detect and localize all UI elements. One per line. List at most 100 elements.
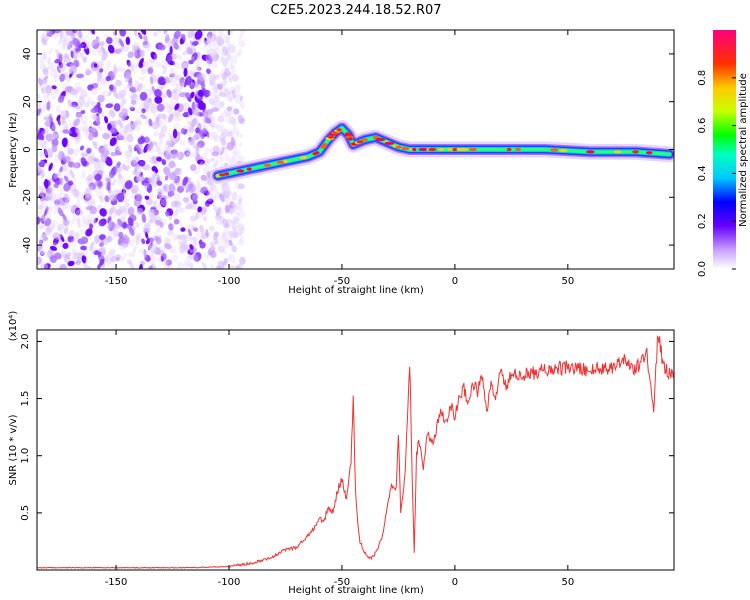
noise-blob [53,205,60,215]
noise-blob [160,125,168,133]
noise-blob [168,113,174,123]
noise-blob [230,221,237,231]
noise-blob [57,95,65,103]
ridge-hotspot [320,145,326,149]
noise-blob [126,127,134,135]
noise-blob [62,137,68,148]
noise-blob [197,72,203,80]
noise-blob [197,206,203,213]
noise-blob [91,40,96,46]
noise-blob [117,219,124,228]
noise-blob [164,33,170,44]
noise-blob [109,127,118,135]
noise-blob [81,170,87,176]
noise-blob [164,238,170,243]
y-tick-label: 1.5 [20,391,31,407]
noise-blob [61,33,67,41]
noise-blob [89,216,97,226]
noise-blob [165,76,173,84]
noise-blob [135,232,143,241]
noise-blob [198,239,203,245]
noise-blob [211,75,217,84]
noise-blob [96,160,102,167]
noise-blob [93,161,101,170]
snr-multiplier: (x10⁴) [8,311,19,342]
noise-blob [78,96,86,106]
noise-blob [41,140,48,149]
noise-blob [174,74,183,81]
noise-blob [84,193,93,201]
spectrogram-heatmap [37,30,674,269]
x-tick-label: -100 [218,276,241,287]
noise-blob [60,32,64,37]
noise-blob [45,133,54,142]
noise-blob [192,193,199,202]
noise-blob [232,210,240,216]
noise-blob [64,71,69,81]
noise-blob [227,131,233,137]
noise-blob [236,92,242,98]
noise-blob [232,217,240,224]
noise-blob [72,147,81,157]
noise-blob [53,183,59,189]
noise-blob [59,73,66,82]
y-tick-label: 40 [22,48,33,61]
noise-blob [68,161,75,168]
noise-blob [191,240,198,248]
noise-blob [191,241,198,247]
noise-blob [136,175,143,182]
noise-blob [173,218,180,225]
noise-blob [193,252,202,262]
noise-blob [233,108,240,115]
noise-blob [99,76,105,82]
noise-blob [131,156,137,164]
noise-blob [222,239,231,248]
noise-blob [182,102,190,111]
noise-blob [224,112,232,119]
noise-blob [149,243,158,254]
noise-blob [224,40,231,46]
noise-blob [110,255,117,263]
noise-blob [173,208,179,217]
x-tick-label: 0 [452,577,458,588]
noise-blob [182,102,189,108]
noise-blob [189,236,194,241]
noise-blob [104,115,109,124]
noise-blob [133,30,138,37]
noise-blob [217,54,223,64]
noise-blob [44,127,49,134]
noise-blob [126,59,131,67]
noise-blob [238,208,246,219]
ridge-hotspot [468,147,478,152]
noise-blob [164,153,173,163]
noise-blob [99,68,104,73]
figure-title: C2E5.2023.244.18.52.R07 [270,3,441,18]
noise-blob [221,80,228,86]
noise-blob [226,141,234,151]
noise-blob [43,207,49,217]
noise-blob [123,45,130,53]
noise-blob [234,130,240,136]
noise-blob [152,31,159,37]
noise-blob [86,97,92,105]
noise-blob [220,128,229,138]
noise-blob [219,146,225,156]
noise-blob [189,152,195,158]
noise-blob [221,233,228,244]
noise-blob [102,143,108,153]
noise-blob [161,64,165,69]
noise-blob [105,60,112,70]
ridge-hotspot [384,141,395,145]
noise-blob [47,57,51,65]
noise-blob [101,112,105,118]
noise-blob [164,243,172,250]
noise-blob [167,110,172,116]
noise-blob [183,67,188,77]
noise-blob [82,102,89,108]
noise-blob [183,262,190,268]
noise-blob [105,260,111,267]
noise-blob [229,76,237,82]
noise-blob [125,36,131,45]
noise-blob [130,86,137,94]
noise-blob [173,75,179,82]
